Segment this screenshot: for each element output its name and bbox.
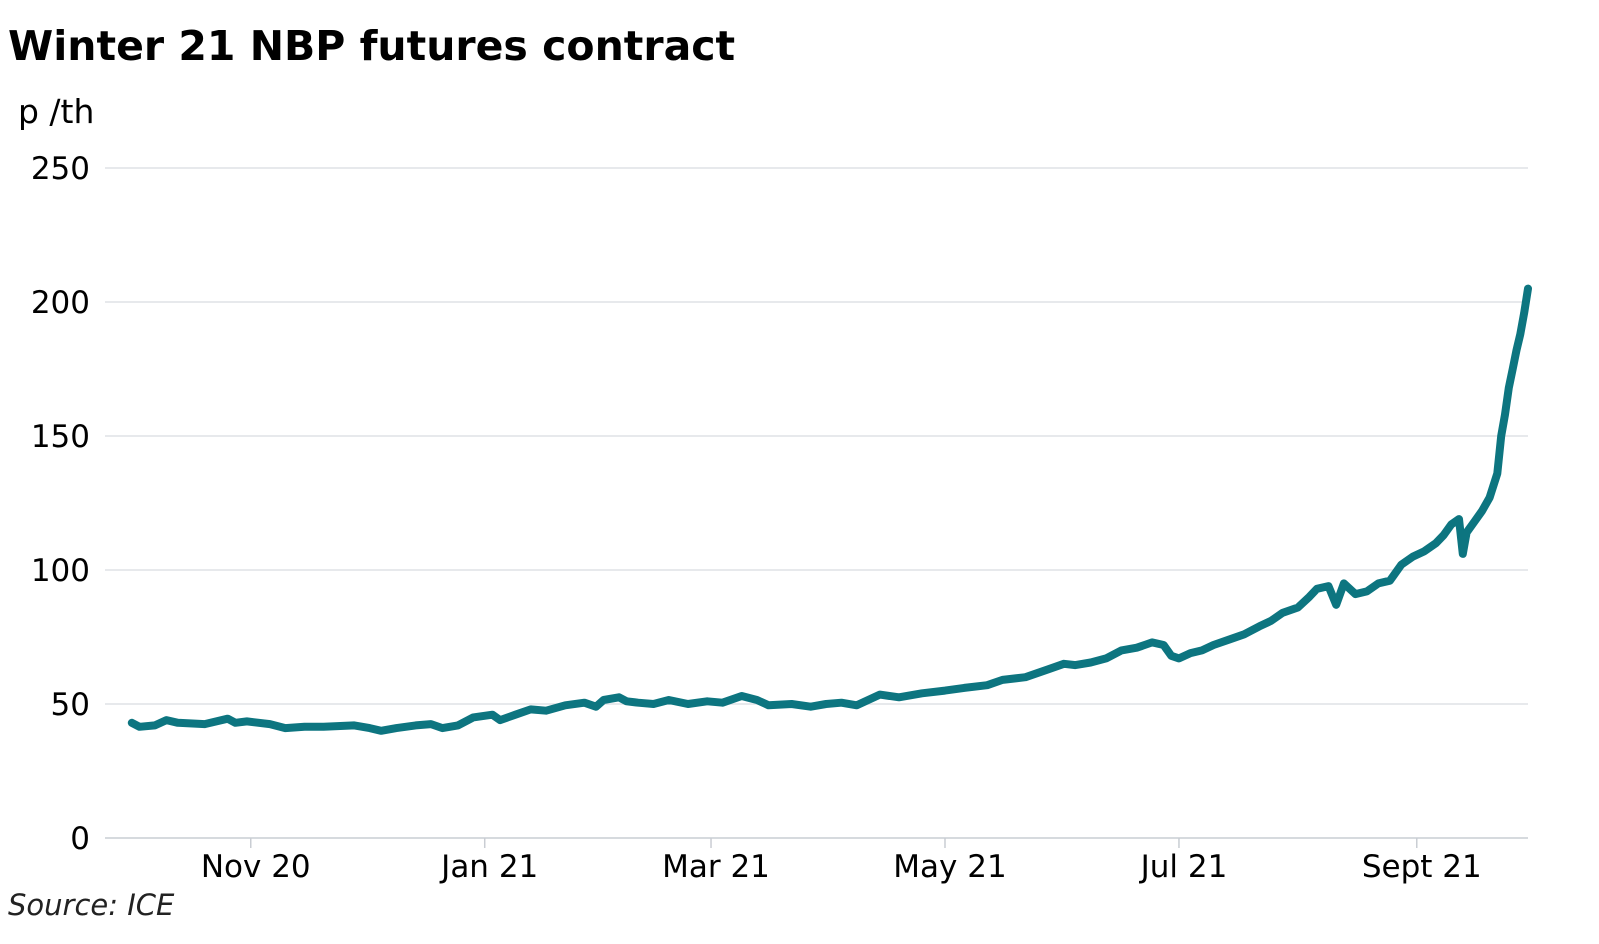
gridlines — [105, 167, 1528, 705]
y-tick-label: 100 — [31, 553, 90, 589]
x-tick-label: Sept 21 — [1362, 849, 1482, 885]
chart-title: Winter 21 NBP futures contract — [8, 22, 736, 70]
y-tick-label: 200 — [31, 285, 90, 321]
y-axis-ticks: 0 50 100 150 200 250 — [31, 151, 90, 857]
y-axis-unit-label: p /th — [18, 92, 95, 131]
y-tick-label: 250 — [31, 151, 90, 187]
y-tick-label: 150 — [31, 419, 90, 455]
source-note: Source: ICE — [8, 888, 175, 922]
x-axis-ticks: Nov 20 Jan 21 Mar 21 May 21 Jul 21 Sept 21 — [201, 838, 1482, 885]
x-tick-label: Nov 20 — [201, 849, 311, 885]
x-tick-label: Jul 21 — [1139, 849, 1228, 885]
series-line — [127, 284, 1532, 735]
y-tick-label: 0 — [70, 821, 90, 857]
y-tick-label: 50 — [51, 687, 90, 723]
x-tick-label: May 21 — [893, 849, 1006, 885]
x-tick-label: Jan 21 — [439, 849, 538, 885]
x-tick-label: Mar 21 — [662, 849, 770, 885]
